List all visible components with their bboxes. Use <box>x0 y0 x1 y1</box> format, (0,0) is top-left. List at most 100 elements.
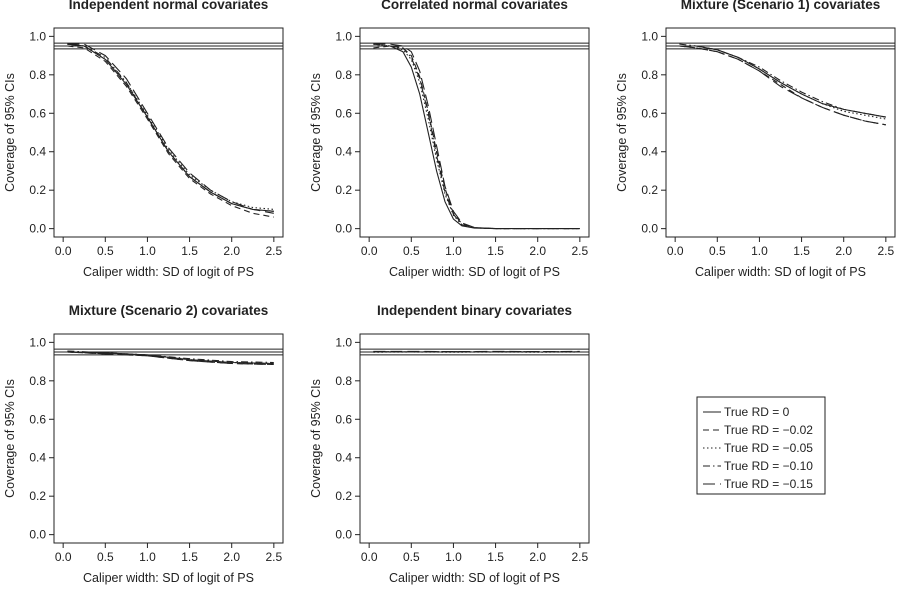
series-line-4 <box>679 44 885 117</box>
x-axis-label: Caliper width: SD of logit of PS <box>389 265 560 279</box>
y-tick-label: 0.8 <box>641 68 658 82</box>
x-tick-label: 1.5 <box>487 244 504 258</box>
legend: True RD = 0 True RD = −0.02 True RD = −0.0… <box>697 397 825 494</box>
x-tick-label: 0.5 <box>403 550 420 564</box>
y-tick-label: 0.4 <box>29 451 46 465</box>
panel-2: Correlated normal covariates 0.0 0.5 1.0 1.5… <box>309 0 589 279</box>
panel-title: Correlated normal covariates <box>381 0 568 12</box>
y-tick-label: 0.4 <box>335 451 352 465</box>
panel-title: Mixture (Scenario 2) covariates <box>69 303 269 318</box>
legend-label: True RD = −0.10 <box>724 459 813 473</box>
x-tick-label: 2.0 <box>529 244 546 258</box>
series-line-3 <box>373 44 579 229</box>
x-tick-label: 1.5 <box>793 244 810 258</box>
x-tick-label: 2.5 <box>571 244 588 258</box>
x-tick-label: 0.5 <box>709 244 726 258</box>
y-tick-label: 0.8 <box>29 68 46 82</box>
x-tick-label: 0.5 <box>97 550 114 564</box>
x-tick-label: 2.5 <box>877 244 894 258</box>
y-tick-label: 0.4 <box>641 145 658 159</box>
panel-1: Independent normal covariates 0.0 0.5 1.0 1.… <box>3 0 283 279</box>
y-tick-label: 0.6 <box>29 106 46 120</box>
series-line-1 <box>679 46 885 117</box>
x-tick-label: 2.0 <box>223 550 240 564</box>
panels: Independent normal covariates 0.0 0.5 1.0 1.… <box>3 0 895 585</box>
y-tick-label: 0.4 <box>29 145 46 159</box>
series-line-2 <box>67 46 273 217</box>
y-tick-label: 0.0 <box>335 528 352 542</box>
x-tick-label: 2.5 <box>571 550 588 564</box>
y-tick-label: 0.8 <box>335 374 352 388</box>
y-tick-label: 1.0 <box>29 29 46 43</box>
panel-title: Independent normal covariates <box>69 0 269 12</box>
y-tick-label: 0.4 <box>335 145 352 159</box>
y-tick-label: 0.2 <box>335 489 352 503</box>
x-tick-label: 1.0 <box>751 244 768 258</box>
legend-label: True RD = −0.15 <box>724 477 813 491</box>
plot-frame <box>360 28 589 237</box>
y-tick-label: 0.8 <box>29 374 46 388</box>
x-tick-label: 2.0 <box>529 550 546 564</box>
y-tick-label: 1.0 <box>29 335 46 349</box>
legend-label: True RD = 0 <box>724 405 790 419</box>
x-tick-label: 1.0 <box>445 244 462 258</box>
plot-frame <box>54 28 283 237</box>
x-tick-label: 2.5 <box>265 244 282 258</box>
series-line-2 <box>679 46 885 125</box>
x-tick-label: 0.0 <box>55 550 72 564</box>
series-line-3 <box>679 46 885 119</box>
y-axis-label: Coverage of 95% CIs <box>3 379 17 498</box>
panel-title: Mixture (Scenario 1) covariates <box>681 0 881 12</box>
y-tick-label: 0.2 <box>335 183 352 197</box>
y-tick-label: 0.0 <box>29 222 46 236</box>
series-line-2 <box>373 46 579 229</box>
series-line-5 <box>67 44 273 213</box>
x-tick-label: 2.5 <box>265 550 282 564</box>
x-tick-label: 0.0 <box>55 244 72 258</box>
x-tick-label: 1.5 <box>487 550 504 564</box>
y-tick-label: 0.8 <box>335 68 352 82</box>
y-tick-label: 0.2 <box>29 183 46 197</box>
series-line-4 <box>373 44 579 229</box>
x-tick-label: 1.5 <box>181 550 198 564</box>
y-tick-label: 0.6 <box>335 106 352 120</box>
series-line-1 <box>373 46 579 229</box>
x-tick-label: 0.0 <box>667 244 684 258</box>
x-axis-label: Caliper width: SD of logit of PS <box>389 571 560 585</box>
y-axis-label: Coverage of 95% CIs <box>3 73 17 192</box>
y-tick-label: 1.0 <box>335 335 352 349</box>
x-tick-label: 1.0 <box>139 550 156 564</box>
x-tick-label: 2.0 <box>223 244 240 258</box>
panel-5: Independent binary covariates 0.0 0.5 1.0 1.… <box>309 303 589 585</box>
x-tick-label: 0.0 <box>361 550 378 564</box>
x-tick-label: 0.0 <box>361 244 378 258</box>
y-tick-label: 0.2 <box>29 489 46 503</box>
series-line-4 <box>67 351 273 363</box>
x-tick-label: 2.0 <box>835 244 852 258</box>
plot-frame <box>54 334 283 543</box>
plot-frame <box>666 28 895 237</box>
y-axis-label: Coverage of 95% CIs <box>615 73 629 192</box>
x-tick-label: 1.0 <box>139 244 156 258</box>
x-tick-label: 0.5 <box>403 244 420 258</box>
x-axis-label: Caliper width: SD of logit of PS <box>83 265 254 279</box>
series-line-4 <box>67 44 273 211</box>
y-tick-label: 0.2 <box>641 183 658 197</box>
series-line-5 <box>373 44 579 229</box>
y-tick-label: 1.0 <box>335 29 352 43</box>
x-axis-label: Caliper width: SD of logit of PS <box>695 265 866 279</box>
legend-entries: True RD = 0 True RD = −0.02 True RD = −0.0… <box>703 405 813 491</box>
series-line-1 <box>67 44 273 211</box>
y-axis-label: Coverage of 95% CIs <box>309 73 323 192</box>
y-tick-label: 1.0 <box>641 29 658 43</box>
legend-label: True RD = −0.02 <box>724 423 813 437</box>
x-tick-label: 0.5 <box>97 244 114 258</box>
y-tick-label: 0.0 <box>29 528 46 542</box>
y-tick-label: 0.6 <box>641 106 658 120</box>
y-tick-label: 0.6 <box>335 412 352 426</box>
y-tick-label: 0.0 <box>641 222 658 236</box>
legend-label: True RD = −0.05 <box>724 441 813 455</box>
series-line-3 <box>67 44 273 209</box>
panel-title: Independent binary covariates <box>377 303 572 318</box>
